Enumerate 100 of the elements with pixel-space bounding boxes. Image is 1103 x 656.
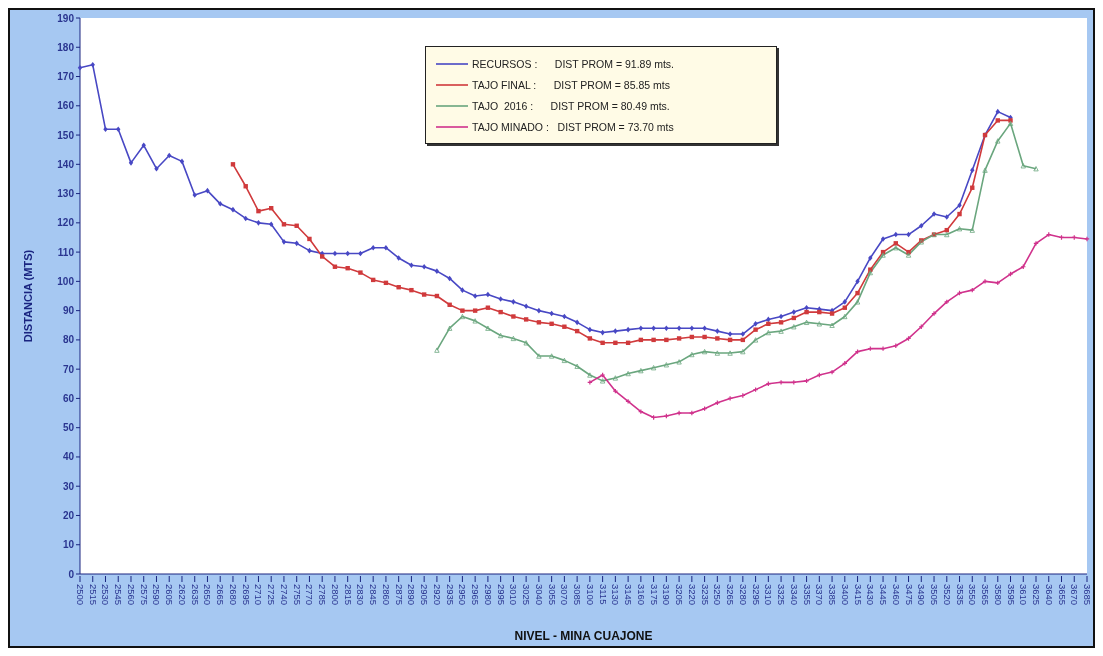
point [701, 349, 708, 355]
point [447, 325, 453, 331]
point [727, 350, 733, 356]
point [676, 410, 682, 416]
x-tick-label: 3385 [827, 584, 839, 606]
point [638, 408, 644, 415]
x-tick-label: 2950 [457, 584, 469, 606]
x-tick-label: 3625 [1031, 584, 1043, 606]
x-tick-label: 2785 [317, 584, 329, 606]
point [778, 379, 784, 386]
y-tick-label: 80 [62, 334, 75, 346]
point [816, 372, 823, 378]
x-tick-label: 3250 [712, 584, 724, 606]
y-tick-label: 50 [62, 422, 75, 434]
point [434, 347, 440, 353]
point [536, 353, 542, 359]
point [943, 299, 950, 305]
x-tick-label: 3535 [954, 584, 966, 606]
x-tick-label: 3115 [597, 584, 609, 605]
y-tick-label: 70 [62, 363, 75, 375]
point [829, 369, 835, 375]
x-tick-label: 3100 [584, 584, 596, 606]
point [893, 245, 899, 251]
x-tick-label: 3190 [661, 584, 673, 606]
point [485, 325, 491, 331]
x-tick-label: 2605 [164, 584, 176, 606]
y-tick-label: 10 [62, 539, 75, 551]
x-tick-label: 3565 [980, 584, 992, 606]
x-tick-label: 2875 [393, 584, 405, 606]
point [1033, 166, 1039, 172]
x-tick-label: 3340 [788, 584, 800, 606]
legend-label: TAJO FINAL : DIST PROM = 85.85 mts [472, 78, 670, 91]
x-tick-label: 2710 [253, 584, 265, 606]
point [854, 299, 861, 305]
x-tick-label: 3130 [610, 584, 622, 606]
point [803, 319, 810, 325]
x-tick-label: 2770 [304, 584, 316, 606]
y-tick-label: 110 [57, 246, 75, 258]
point [791, 324, 797, 330]
x-tick-label: 3265 [725, 584, 737, 606]
x-tick-label: 2965 [470, 584, 482, 606]
x-tick-label: 2755 [291, 584, 303, 606]
x-tick-label: 2815 [342, 584, 354, 606]
x-tick-label: 2545 [113, 584, 125, 606]
x-tick-label: 2845 [368, 584, 380, 606]
point [931, 310, 937, 317]
legend-label: RECURSOS : DIST PROM = 91.89 mts. [472, 57, 674, 70]
x-tick-label: 2860 [380, 584, 392, 606]
x-tick-label: 3580 [992, 584, 1004, 606]
point [880, 345, 886, 352]
point [459, 313, 466, 320]
point [944, 231, 950, 238]
y-tick-label: 170 [57, 71, 75, 83]
point [867, 269, 873, 276]
x-tick-label: 2995 [495, 584, 507, 606]
x-tick-label: 3235 [699, 584, 711, 606]
point [956, 226, 963, 232]
x-tick-label: 3520 [941, 584, 953, 606]
x-tick-label: 3610 [1018, 584, 1030, 606]
point [498, 332, 504, 339]
x-tick-label: 2665 [215, 584, 227, 606]
x-tick-label: 2920 [431, 584, 443, 606]
x-tick-label: 3175 [648, 584, 660, 606]
x-tick-label: 3505 [929, 584, 941, 606]
y-tick-label: 20 [62, 510, 75, 522]
point [523, 340, 529, 346]
point [740, 349, 746, 355]
point [625, 398, 631, 405]
x-tick-label: 2830 [355, 584, 367, 606]
x-tick-label: 3370 [814, 584, 826, 606]
point [638, 368, 644, 374]
point [1033, 240, 1039, 247]
x-tick-label: 3685 [1082, 584, 1093, 606]
x-tick-label: 3145 [623, 584, 635, 606]
x-tick-label: 2560 [125, 584, 137, 606]
y-tick-label: 190 [57, 12, 75, 24]
x-tick-label: 3445 [878, 584, 890, 606]
x-tick-label: 3670 [1069, 584, 1081, 606]
point [752, 337, 759, 343]
point [587, 372, 593, 378]
point [1007, 271, 1014, 277]
point [714, 350, 720, 356]
point [549, 353, 555, 359]
point [651, 365, 657, 371]
x-tick-label: 3490 [916, 584, 928, 606]
point [982, 167, 988, 173]
x-tick-label: 2575 [138, 584, 150, 606]
point [727, 395, 733, 402]
y-tick-label: 90 [62, 305, 75, 317]
x-axis-title: NIVEL - MINA CUAJONE [514, 629, 653, 643]
x-tick-label: 3295 [750, 584, 762, 606]
y-tick-label: 30 [62, 480, 75, 492]
x-tick-label: 2650 [202, 584, 214, 606]
x-tick-label: 3025 [521, 584, 533, 606]
point [842, 313, 848, 320]
x-tick-label: 3070 [559, 584, 571, 606]
point [599, 372, 606, 378]
point [765, 329, 771, 336]
point [803, 378, 810, 384]
y-tick-label: 40 [62, 451, 75, 463]
